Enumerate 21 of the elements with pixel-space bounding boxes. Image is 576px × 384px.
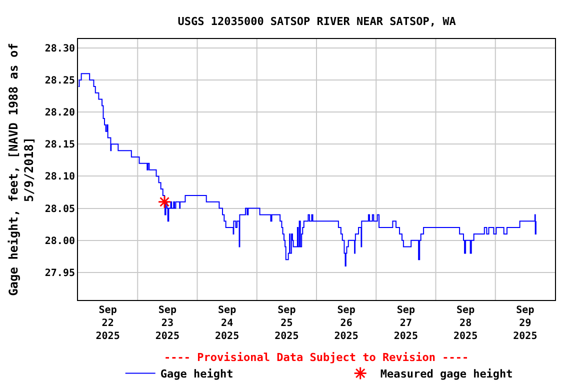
- x-tick-label: Sep 29 2025: [513, 305, 538, 342]
- y-axis-title: Gage height, feet, [NAVD 1988 as of 5/9/2018]: [6, 43, 36, 296]
- legend-label: Gage height: [160, 368, 234, 381]
- y-tick-label: 28.00: [44, 236, 75, 247]
- x-tick-label: Sep 26 2025: [334, 305, 358, 342]
- y-tick-label: 28.10: [44, 172, 75, 183]
- chart-title: USGS 12035000 SATSOP RIVER NEAR SATSOP, WA: [178, 14, 456, 28]
- x-tick-label: Sep 24 2025: [215, 305, 240, 342]
- y-tick-label: 28.05: [44, 204, 75, 215]
- legend-label: Measured gage height: [380, 368, 513, 381]
- y-tick-label: 28.15: [44, 140, 75, 151]
- y-tick-label: 27.95: [44, 268, 75, 279]
- x-tick-label: Sep 28 2025: [454, 305, 478, 342]
- y-tick-label: 28.30: [44, 43, 75, 54]
- x-tick-label: Sep 27 2025: [394, 305, 418, 342]
- text: ---- Provisional Data Subject to Revision ----: [164, 351, 469, 364]
- x-tick-label: Sep 25 2025: [274, 305, 299, 342]
- x-tick-label: Sep 22 2025: [96, 305, 120, 342]
- x-tick-label: Sep 23 2025: [155, 305, 180, 342]
- y-tick-label: 28.25: [44, 76, 75, 87]
- y-tick-label: 28.20: [44, 108, 75, 119]
